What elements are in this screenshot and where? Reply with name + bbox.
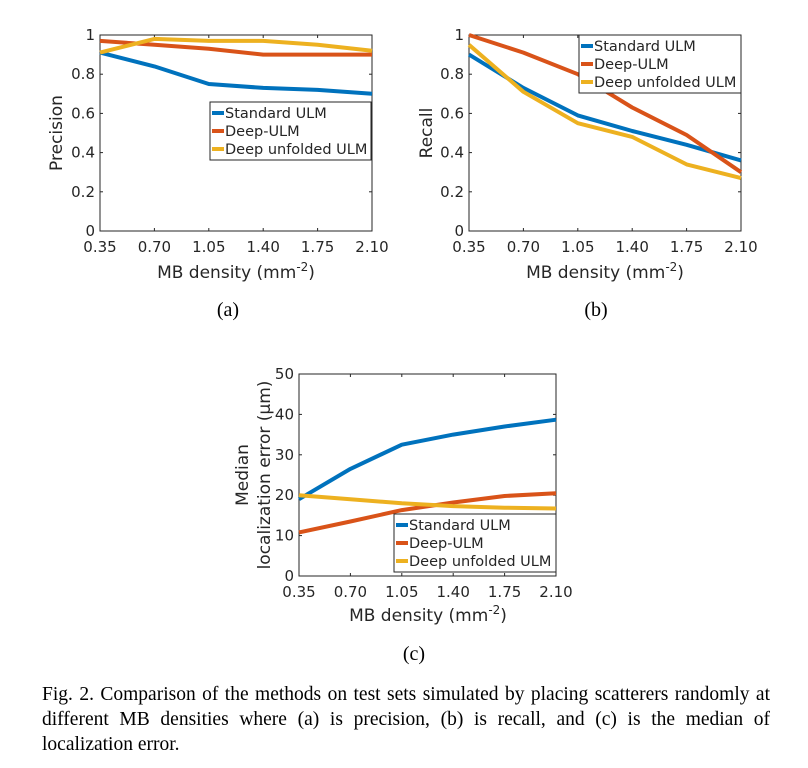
y-tick-label: 0.6 (71, 104, 95, 122)
y-axis-label: Median (233, 444, 253, 506)
x-axis-label: MB density (mm-2) (157, 260, 315, 283)
series-line-deep-unfolded-ulm (99, 36, 373, 55)
x-tick-label: 0.35 (83, 238, 116, 256)
y-axis-label: Precision (47, 95, 67, 171)
x-axis-label: MB density (mm-2) (526, 260, 684, 283)
series-line-deep-ulm (99, 38, 372, 57)
legend-label: Standard ULM (594, 39, 696, 55)
series-line-deep-unfolded-ulm (467, 43, 742, 181)
series-line-standard-ulm (99, 50, 373, 96)
y-tick-label: 1 (85, 26, 95, 44)
series-line-deep-unfolded-ulm (298, 493, 557, 511)
legend-label: Standard ULM (225, 106, 327, 122)
x-tick-label: 1.75 (488, 583, 521, 601)
legend-label: Deep unfolded ULM (225, 142, 367, 158)
x-tick-label: 2.10 (724, 238, 757, 256)
y-tick-label: 0 (454, 222, 464, 240)
legend-label: Standard ULM (409, 518, 511, 534)
y-tick-label: 0.4 (71, 144, 95, 162)
legend-box (209, 101, 372, 161)
x-tick-label: 0.35 (282, 583, 315, 601)
y-tick-label: 0.8 (71, 65, 95, 83)
y-tick-label: 0.6 (440, 104, 464, 122)
y-tick-label: 0 (85, 222, 95, 240)
x-tick-label: 1.05 (192, 238, 225, 256)
y-tick-label: 10 (275, 527, 294, 545)
legend-label: Deep-ULM (409, 536, 484, 552)
legend-box (393, 513, 557, 573)
x-tick-label: 2.10 (355, 238, 388, 256)
series-line-standard-ulm (297, 417, 557, 501)
x-tick-label: 0.70 (507, 238, 540, 256)
x-tick-label: 1.05 (385, 583, 418, 601)
y-tick-label: 0.2 (71, 183, 95, 201)
legend-label: Deep unfolded ULM (594, 75, 736, 91)
x-tick-label: 1.05 (561, 238, 594, 256)
y-tick-label: 30 (275, 446, 294, 464)
chart-panel-c: 0.35 0.70 1.05 1.40 1.75 2.10 0 10 20 30 40 50 Stand… (233, 365, 573, 665)
x-tick-label: 1.40 (246, 238, 279, 256)
legend-box (578, 34, 742, 94)
legend-label: Deep unfolded ULM (409, 554, 551, 570)
y-tick-label: 0.8 (440, 65, 464, 83)
x-tick-label: 1.40 (436, 583, 469, 601)
y-axis-label: Recall (417, 108, 437, 159)
x-tick-label: 1.75 (301, 238, 334, 256)
y-tick-label: 0.2 (440, 183, 464, 201)
y-tick-label: 50 (275, 365, 294, 383)
panel-label: (c) (403, 643, 425, 665)
x-tick-label: 0.35 (452, 238, 485, 256)
panel-label: (a) (217, 299, 239, 321)
panel-label: (b) (584, 299, 607, 321)
figure-caption: Fig. 2. Comparison of the methods on tes… (42, 684, 770, 755)
y-tick-label: 0.4 (440, 144, 464, 162)
legend-label: Deep-ULM (594, 57, 669, 73)
legend-label: Deep-ULM (225, 124, 300, 140)
y-axis-label-line2: localization error (μm) (255, 381, 275, 570)
y-tick-label: 0 (284, 567, 294, 585)
y-tick-label: 1 (454, 26, 464, 44)
chart-panel-a: 0.35 0.70 1.05 1.40 1.75 2.10 0 0.2 0.4 0.6 0.8 1 St… (47, 26, 389, 321)
x-tick-label: 1.75 (670, 238, 703, 256)
x-tick-label: 2.10 (539, 583, 572, 601)
y-tick-label: 40 (275, 405, 294, 423)
chart-panel-b: 0.35 0.70 1.05 1.40 1.75 2.10 0 0.2 0.4 0.6 0.8 1 St… (417, 26, 758, 321)
x-tick-label: 0.70 (334, 583, 367, 601)
x-tick-label: 0.70 (138, 238, 171, 256)
x-tick-label: 1.40 (615, 238, 648, 256)
figure-canvas: 0.35 0.70 1.05 1.40 1.75 2.10 0 0.2 0.4 0.6 0.8 1 St… (47, 26, 758, 665)
x-axis-label: MB density (mm-2) (349, 603, 507, 626)
y-tick-label: 20 (275, 486, 294, 504)
